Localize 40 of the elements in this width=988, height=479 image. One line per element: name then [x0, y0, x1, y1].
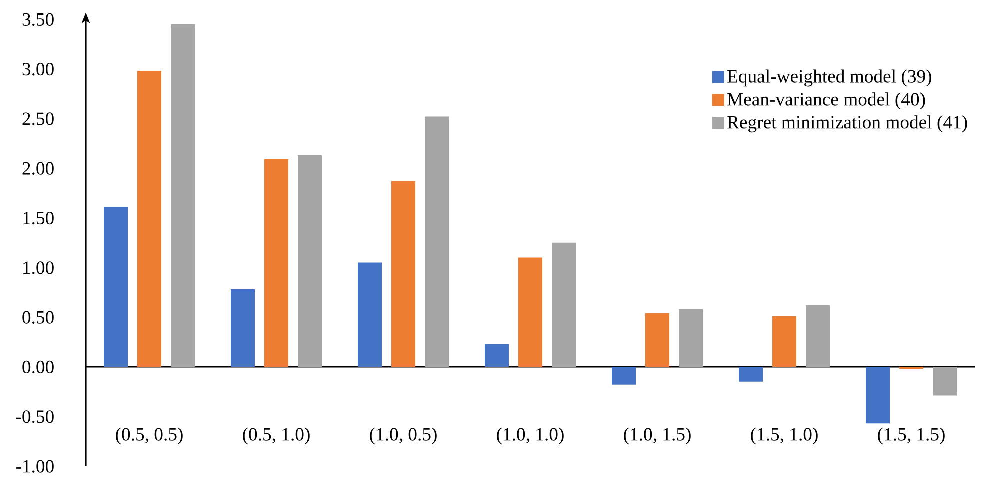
- y-tick-label: 1.50: [24, 212, 54, 225]
- bar: [518, 258, 543, 367]
- y-tick-label: 2.50: [22, 112, 54, 126]
- bar: [231, 290, 255, 367]
- bar: [739, 367, 764, 382]
- bar: [933, 367, 958, 396]
- bar: [612, 367, 636, 385]
- y-tick-label: 2.00: [22, 162, 54, 176]
- bar: [552, 242, 576, 367]
- y-tick-label: 0.50: [22, 311, 54, 324]
- x-tick-label: (1.0, 0.5): [370, 428, 437, 445]
- x-tick-label: (0.5, 0.5): [116, 428, 183, 445]
- bar: [646, 313, 670, 367]
- legend-label: Regret minimization model (41): [728, 116, 968, 133]
- bar: [264, 159, 288, 367]
- bar: [772, 316, 797, 367]
- legend-label: Mean-variance model (40): [728, 92, 926, 110]
- x-tick-label: (0.5, 1.0): [243, 428, 310, 445]
- legend-label: Equal-weighted model (39): [728, 70, 932, 87]
- y-tick-label: 3.00: [22, 63, 54, 76]
- bar: [104, 207, 128, 367]
- y-tick-label: 3.50: [22, 13, 54, 26]
- y-tick-label: -0.50: [16, 410, 54, 424]
- x-tick-label: (1.0, 1.5): [624, 428, 691, 445]
- bar: [866, 367, 890, 424]
- bar: [298, 155, 322, 367]
- y-tick-label: 0.00: [22, 360, 54, 374]
- bar: [806, 305, 830, 367]
- bar: [171, 24, 195, 367]
- y-tick-label: -1.00: [16, 460, 54, 473]
- x-tick-label: (1.5, 1.0): [751, 428, 818, 445]
- bar: [679, 309, 704, 367]
- x-tick-label: (1.5, 1.5): [878, 428, 945, 445]
- x-tick-label: (1.0, 1.0): [497, 428, 564, 445]
- bar: [485, 344, 510, 367]
- bar: [425, 116, 450, 367]
- bar: [138, 71, 162, 367]
- y-tick-label: 1.00: [24, 262, 54, 274]
- bar: [358, 262, 382, 367]
- bar: [392, 181, 416, 367]
